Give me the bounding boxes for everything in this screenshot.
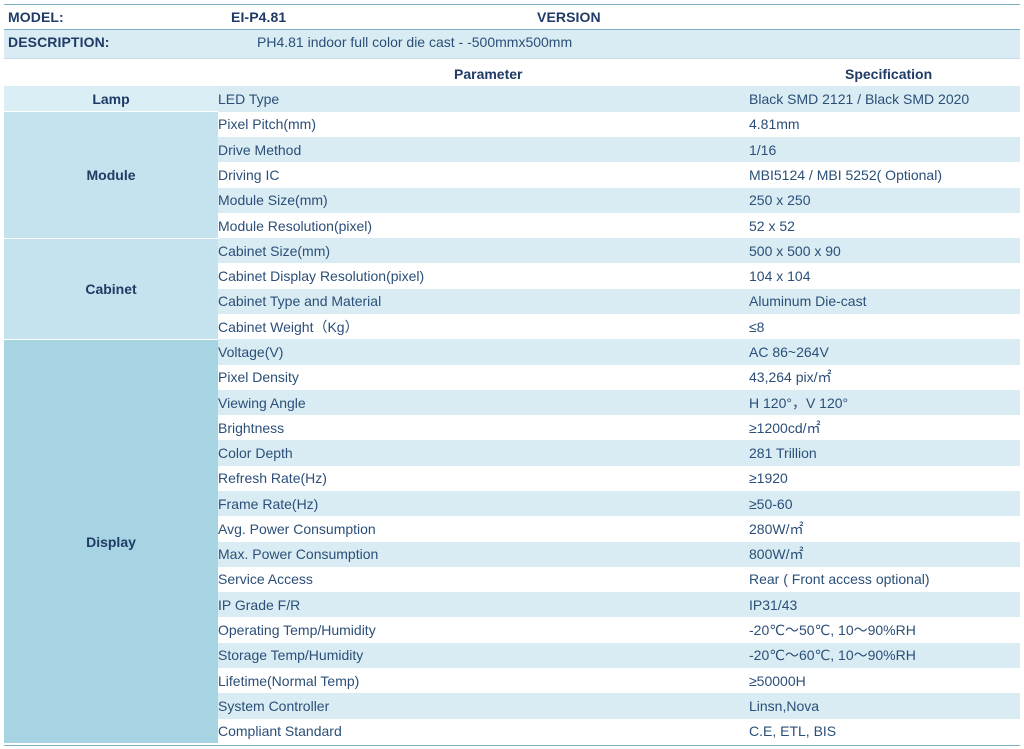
specification-cell: IP31/43 xyxy=(749,592,1020,618)
parameter-cell: Cabinet Size(mm) xyxy=(218,238,749,264)
table-row: Display Voltage(V) AC 86~264V xyxy=(4,339,1020,745)
parameter-cell: Refresh Rate(Hz) xyxy=(218,465,749,491)
parameter-cell: Avg. Power Consumption xyxy=(218,516,749,542)
parameter-cell: IP Grade F/R xyxy=(218,592,749,618)
model-label: MODEL: xyxy=(8,9,64,25)
parameter-cell: Color Depth xyxy=(218,440,749,466)
table-row: IP Grade F/R IP31/43 xyxy=(4,592,1020,618)
parameter-cell: System Controller xyxy=(218,693,749,719)
specification-cell: ≥1920 xyxy=(749,465,1020,491)
specification-cell: AC 86~264V xyxy=(749,339,1020,365)
specification-cell: C.E, ETL, BIS xyxy=(749,718,1020,744)
table-row: Refresh Rate(Hz) ≥1920 xyxy=(4,465,1020,491)
specification-cell: ≤8 xyxy=(749,314,1020,340)
parameter-cell: Cabinet Weight（Kg） xyxy=(218,314,749,340)
table-row: Lamp LED Type Black SMD 2121 / Black SMD 2… xyxy=(4,86,1020,113)
parameter-cell: Cabinet Type and Material xyxy=(218,288,749,315)
specification-cell: ≥50-60 xyxy=(749,491,1020,517)
specification-cell: Black SMD 2121 / Black SMD 2020 xyxy=(749,86,1020,112)
specification-cell: Rear ( Front access optional) xyxy=(749,566,1020,593)
specification-cell: Aluminum Die-cast xyxy=(749,288,1020,315)
table-row: Avg. Power Consumption 280W/㎡ xyxy=(4,516,1020,542)
specification-table: Lamp LED Type Black SMD 2121 / Black SMD 2… xyxy=(4,86,1020,745)
table-row: Driving IC MBI5124 / MBI 5252( Optional) xyxy=(4,162,1020,188)
description-label: DESCRIPTION: xyxy=(8,34,110,50)
parameter-cell: Pixel Pitch(mm) xyxy=(218,111,749,138)
parameter-cell: Operating Temp/Humidity xyxy=(218,617,749,643)
parameter-cell: Module Resolution(pixel) xyxy=(218,212,749,239)
specification-column-header: Specification xyxy=(845,66,933,82)
parameter-cell: Frame Rate(Hz) xyxy=(218,491,749,517)
specification-cell: 280W/㎡ xyxy=(749,516,1020,542)
parameter-cell: Lifetime(Normal Temp) xyxy=(218,667,749,694)
specification-cell: ≥50000H xyxy=(749,667,1020,694)
parameter-cell: Cabinet Display Resolution(pixel) xyxy=(218,263,749,289)
table-row: Max. Power Consumption 800W/㎡ xyxy=(4,541,1020,567)
group-label-module: Module xyxy=(4,111,218,239)
specification-cell: 800W/㎡ xyxy=(749,541,1020,567)
table-row: Cabinet Display Resolution(pixel) 104 x 1… xyxy=(4,263,1020,289)
table-row: Module Pixel Pitch(mm) 4.81mm xyxy=(4,111,1020,239)
group-label-lamp: Lamp xyxy=(4,86,218,113)
specification-cell: 1/16 xyxy=(749,137,1020,163)
table-row: Cabinet Type and Material Aluminum Die-ca… xyxy=(4,288,1020,315)
parameter-cell: Driving IC xyxy=(218,162,749,188)
parameter-column-header: Parameter xyxy=(454,66,523,82)
parameter-cell: Brightness xyxy=(218,415,749,441)
description-row: DESCRIPTION: PH4.81 indoor full color di… xyxy=(4,30,1020,59)
table-row: Operating Temp/Humidity -20℃～50℃, 10～90%R… xyxy=(4,617,1020,643)
specification-cell: ≥1200cd/㎡ xyxy=(749,415,1020,441)
specification-cell: 104 x 104 xyxy=(749,263,1020,289)
specification-cell: -20℃～60℃, 10～90%RH xyxy=(749,642,1020,668)
parameter-cell: Service Access xyxy=(218,566,749,593)
column-headers: Parameter Specification xyxy=(4,62,1020,86)
specification-cell: 500 x 500 x 90 xyxy=(749,238,1020,264)
parameter-cell: Max. Power Consumption xyxy=(218,541,749,567)
specification-cell: H 120°，V 120° xyxy=(749,389,1020,416)
specification-cell: 250 x 250 xyxy=(749,187,1020,213)
parameter-cell: Storage Temp/Humidity xyxy=(218,642,749,668)
table-bottom-rule xyxy=(4,745,1020,746)
specification-cell: 281 Trillion xyxy=(749,440,1020,466)
table-row: Brightness ≥1200cd/㎡ xyxy=(4,415,1020,441)
table-row: Module Size(mm) 250 x 250 xyxy=(4,187,1020,213)
table-row: Color Depth 281 Trillion xyxy=(4,440,1020,466)
parameter-cell: Pixel Density xyxy=(218,364,749,390)
specification-cell: Linsn,Nova xyxy=(749,693,1020,719)
table-row: Viewing Angle H 120°，V 120° xyxy=(4,389,1020,416)
table-row: Module Resolution(pixel) 52 x 52 xyxy=(4,212,1020,239)
group-label-display: Display xyxy=(4,339,218,745)
group-label-cabinet: Cabinet xyxy=(4,238,218,340)
specification-cell: 43,264 pix/㎡ xyxy=(749,364,1020,390)
specification-cell: 52 x 52 xyxy=(749,212,1020,239)
table-row: Storage Temp/Humidity -20℃～60℃, 10～90%RH xyxy=(4,642,1020,668)
table-row: Frame Rate(Hz) ≥50-60 xyxy=(4,491,1020,517)
table-row: Compliant Standard C.E, ETL, BIS xyxy=(4,718,1020,744)
description-value: PH4.81 indoor full color die cast - -500… xyxy=(257,34,573,50)
parameter-cell: Drive Method xyxy=(218,137,749,163)
parameter-cell: Module Size(mm) xyxy=(218,187,749,213)
table-row: Cabinet Weight（Kg） ≤8 xyxy=(4,314,1020,340)
table-row: Service Access Rear ( Front access option… xyxy=(4,566,1020,593)
parameter-cell: LED Type xyxy=(218,86,749,112)
specification-cell: MBI5124 / MBI 5252( Optional) xyxy=(749,162,1020,188)
table-row: Lifetime(Normal Temp) ≥50000H xyxy=(4,667,1020,694)
model-value: EI-P4.81 xyxy=(231,9,287,25)
parameter-cell: Viewing Angle xyxy=(218,389,749,416)
specification-cell: -20℃～50℃, 10～90%RH xyxy=(749,617,1020,643)
model-row: MODEL: EI-P4.81 VERSION xyxy=(4,4,1020,30)
table-row: Pixel Density 43,264 pix/㎡ xyxy=(4,364,1020,390)
table-row: Drive Method 1/16 xyxy=(4,137,1020,163)
table-row: System Controller Linsn,Nova xyxy=(4,693,1020,719)
version-label: VERSION xyxy=(537,9,601,25)
specification-cell: 4.81mm xyxy=(749,111,1020,138)
parameter-cell: Voltage(V) xyxy=(218,339,749,365)
table-row: Cabinet Cabinet Size(mm) 500 x 500 x 90 xyxy=(4,238,1020,340)
parameter-cell: Compliant Standard xyxy=(218,718,749,744)
